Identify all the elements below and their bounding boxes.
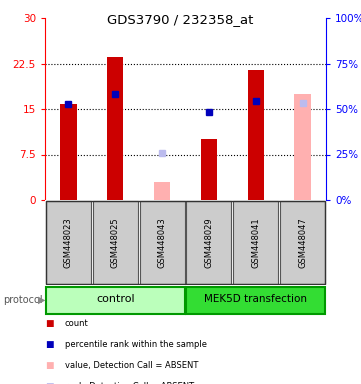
Text: GSM448041: GSM448041	[251, 217, 260, 268]
Text: GSM448025: GSM448025	[111, 217, 120, 268]
Bar	[186, 201, 231, 284]
Bar	[93, 201, 138, 284]
Text: MEK5D transfection: MEK5D transfection	[204, 295, 307, 305]
Bar	[46, 286, 184, 313]
Bar	[140, 201, 184, 284]
Text: ■: ■	[45, 382, 53, 384]
Bar	[294, 94, 311, 200]
Text: value, Detection Call = ABSENT: value, Detection Call = ABSENT	[65, 361, 198, 370]
Text: ■: ■	[45, 361, 53, 370]
Text: ■: ■	[45, 319, 53, 328]
Bar	[233, 201, 278, 284]
Text: GDS3790 / 232358_at: GDS3790 / 232358_at	[107, 13, 254, 26]
Text: GSM448023: GSM448023	[64, 217, 73, 268]
Text: ▶: ▶	[38, 295, 45, 305]
Bar	[46, 201, 91, 284]
Bar	[60, 104, 77, 200]
Text: GSM448029: GSM448029	[204, 217, 213, 268]
Bar	[280, 201, 325, 284]
Bar	[107, 58, 123, 200]
Text: percentile rank within the sample: percentile rank within the sample	[65, 340, 207, 349]
Text: protocol: protocol	[4, 295, 43, 305]
Bar	[201, 139, 217, 200]
Text: count: count	[65, 319, 88, 328]
Text: control: control	[96, 295, 135, 305]
Bar	[154, 182, 170, 200]
Bar	[186, 286, 325, 313]
Text: rank, Detection Call = ABSENT: rank, Detection Call = ABSENT	[65, 382, 194, 384]
Text: GSM448043: GSM448043	[158, 217, 166, 268]
Bar	[248, 70, 264, 200]
Text: ■: ■	[45, 340, 53, 349]
Text: GSM448047: GSM448047	[298, 217, 307, 268]
